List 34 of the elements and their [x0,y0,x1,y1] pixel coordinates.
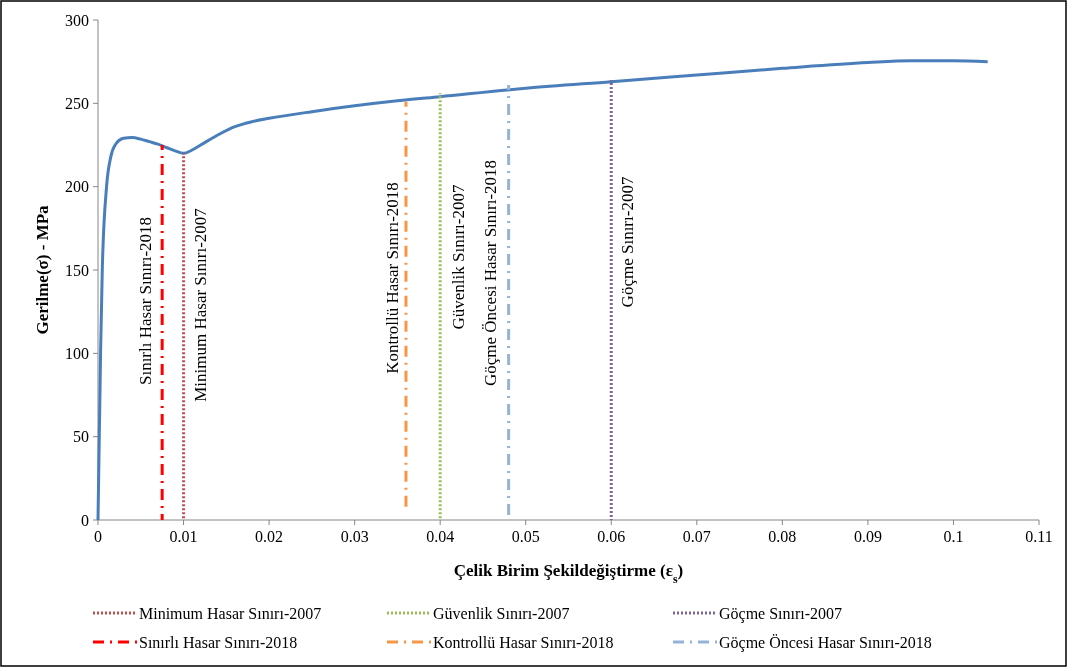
x-axis-title: Çelik Birim Şekildeğiştirme (ε$_{s}$) [453,561,684,586]
legend-label: Güvenlik Sınırı-2007 [433,604,570,622]
legend-label: Göçme Sınırı-2007 [719,604,843,623]
y-axis-title: Gerilme(σ) - MPa [33,204,52,335]
x-tick-label: 0.06 [597,528,626,545]
x-tick-label: 0.07 [682,528,711,545]
y-tick-label: 250 [65,94,89,112]
x-tick-label: 0.02 [255,528,284,545]
x-tick-label: 0.03 [340,528,369,545]
y-tick-label: 100 [65,344,89,362]
y-tick-label: 150 [65,261,89,279]
legend-label: Göçme Öncesi Hasar Sınırı-2018 [719,633,932,652]
x-tick-label: 0.1 [943,528,964,545]
text: Göçme Sınırı-2007 [618,176,638,308]
x-tick-label: 0.08 [768,528,797,545]
x-tick-label: 0.04 [426,528,455,545]
y-tick-label: 300 [65,11,89,29]
text: Göçme Öncesi Hasar Sınırı-2018 [480,159,500,387]
y-tick-label: 50 [73,428,89,446]
y-tick-label: 0 [81,511,89,529]
legend-label: Sınırlı Hasar Sınırı-2018 [139,633,298,651]
y-tick-label: 200 [65,178,89,196]
text: Minimum Hasar Sınırı-2007 [191,208,211,402]
text: Kontrollü Hasar Sınırı-2018 [382,182,402,374]
x-tick-label: 0.11 [1025,528,1053,545]
text: Güvenlik Sınırı-2007 [449,184,469,330]
x-tick-label: 0 [94,528,102,545]
legend-label: Kontrollü Hasar Sınırı-2018 [433,633,614,651]
text: Sınırlı Hasar Sınırı-2018 [136,216,156,386]
x-tick-label: 0.09 [853,528,882,545]
line-series [96,59,990,522]
x-tick-label: 0.01 [169,528,198,545]
legend-label: Minimum Hasar Sınırı-2007 [139,604,322,622]
x-tick-label: 0.05 [511,528,540,545]
